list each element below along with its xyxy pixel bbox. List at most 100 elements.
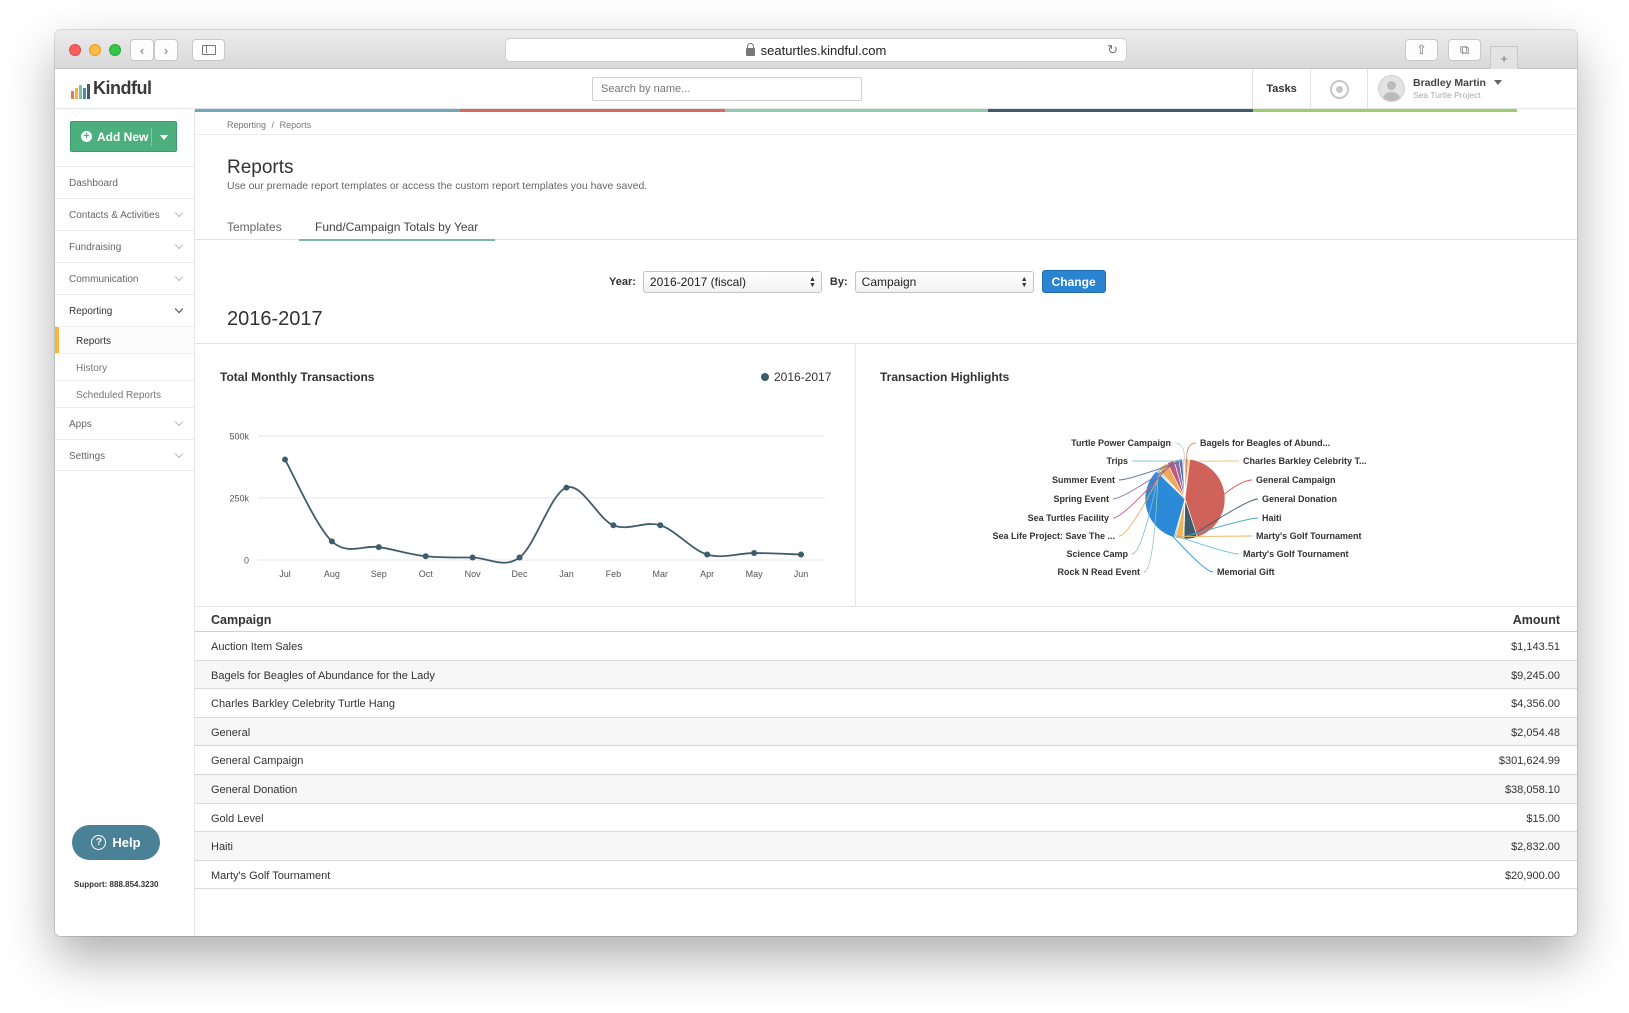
data-point[interactable] <box>282 456 288 463</box>
tabs-icon: ⧉ <box>1459 42 1470 57</box>
reload-icon[interactable]: ↻ <box>1107 42 1118 57</box>
lock-icon <box>745 43 755 56</box>
y-tick-label: 250k <box>229 494 249 504</box>
kindful-logo[interactable]: Kindful <box>71 78 152 99</box>
sidebar-subitem-label: Scheduled Reports <box>76 390 162 401</box>
data-point[interactable] <box>375 544 382 551</box>
x-tick-label: Oct <box>419 569 434 579</box>
table-row[interactable]: Marty's Golf Tournament $20,900.00 <box>195 861 1577 890</box>
stripe-segment <box>988 109 1253 112</box>
data-point[interactable] <box>704 551 711 558</box>
year-select-value: 2016-2017 (fiscal) <box>649 274 746 289</box>
question-icon: ? <box>91 835 107 850</box>
year-select[interactable]: 2016-2017 (fiscal) ▲ ▼ <box>642 270 822 293</box>
table-row[interactable]: General $2,054.48 <box>195 717 1577 747</box>
goals-button[interactable] <box>1310 69 1368 109</box>
user-name: Bradley Martin <box>1413 77 1486 89</box>
pie-chart-title: Transaction Highlights <box>880 370 1010 384</box>
page-title: Reports <box>227 157 294 178</box>
user-menu[interactable]: Bradley Martin Sea Turtle Project <box>1378 75 1502 102</box>
back-button[interactable]: ‹ <box>130 39 154 61</box>
logo-bars-icon <box>71 84 91 99</box>
page-subtitle: Use our premade report templates or acce… <box>227 180 648 192</box>
pie-label: Science Camp <box>1066 549 1128 559</box>
table-row[interactable]: General Campaign $301,624.99 <box>195 746 1577 775</box>
table-row[interactable]: Haiti $2,832.00 <box>195 832 1577 861</box>
change-button[interactable]: Change <box>1041 270 1106 293</box>
data-point[interactable] <box>563 484 570 491</box>
amount-cell: $301,624.99 <box>1498 755 1560 768</box>
tabs-overview-button[interactable]: ⧉ <box>1448 39 1481 61</box>
campaign-cell: Marty's Golf Tournament <box>211 869 331 882</box>
sidebar: + Add New Dashboard Contacts & Activitie… <box>55 109 195 936</box>
leader-line <box>1118 467 1165 537</box>
tab-templates[interactable]: Templates <box>227 220 282 234</box>
y-tick-label: 500k <box>229 432 249 442</box>
data-point[interactable] <box>422 553 429 560</box>
sidebar-item-fundraising[interactable]: Fundraising <box>55 230 194 262</box>
data-point[interactable] <box>657 522 664 529</box>
data-point[interactable] <box>751 550 758 557</box>
x-tick-label: Jan <box>559 569 574 579</box>
breadcrumb-reporting[interactable]: Reporting <box>227 120 267 130</box>
table-row[interactable]: Charles Barkley Celebrity Turtle Hang $4,… <box>195 689 1577 718</box>
table-row[interactable]: Bagels for Beagles of Abundance for the … <box>195 660 1577 690</box>
amount-cell: $9,245.00 <box>1511 669 1560 682</box>
search-input[interactable] <box>592 77 862 101</box>
pie-slice[interactable] <box>1184 458 1226 538</box>
pie-chart: Bagels for Beagles of Abund... Charles Ba… <box>992 438 1366 577</box>
share-button[interactable]: ⇧ <box>1405 39 1438 61</box>
column-campaign[interactable]: Campaign <box>211 613 272 627</box>
add-new-button[interactable]: + Add New <box>70 121 177 152</box>
sidebar-subitem-scheduled-reports[interactable]: Scheduled Reports <box>55 380 194 407</box>
new-tab-button[interactable]: + <box>1490 46 1518 69</box>
sidebar-item-reporting[interactable]: Reporting <box>55 294 194 326</box>
table-row[interactable]: Gold Level $15.00 <box>195 804 1577 833</box>
x-tick-label: Mar <box>653 569 669 579</box>
sidebar-item-dashboard[interactable]: Dashboard <box>55 166 194 198</box>
minimize-window-button[interactable] <box>89 44 101 56</box>
data-point[interactable] <box>610 522 617 529</box>
data-point[interactable] <box>798 551 804 558</box>
sidebar-item-settings[interactable]: Settings <box>55 439 194 471</box>
data-point[interactable] <box>516 554 523 561</box>
pie-label: Bagels for Beagles of Abund... <box>1200 438 1330 448</box>
by-label: By: <box>829 275 848 288</box>
chevron-down-icon <box>174 272 184 282</box>
sidebar-toggle-button[interactable] <box>192 39 225 61</box>
by-select[interactable]: Campaign ▲ ▼ <box>854 270 1034 293</box>
data-point[interactable] <box>469 554 476 561</box>
chevron-down-icon <box>174 417 184 427</box>
year-heading: 2016-2017 <box>227 308 323 330</box>
year-label: Year: <box>609 275 636 288</box>
leader-line <box>1143 472 1159 573</box>
logo-bar <box>75 88 78 99</box>
sidebar-item-communication[interactable]: Communication <box>55 262 194 294</box>
tasks-button[interactable]: Tasks <box>1252 69 1310 109</box>
caret-down-icon[interactable] <box>160 135 168 140</box>
forward-button[interactable]: › <box>154 39 178 61</box>
tab-fund-campaign-totals[interactable]: Fund/Campaign Totals by Year <box>315 220 479 234</box>
zoom-window-button[interactable] <box>109 44 121 56</box>
support-phone: Support: 888.854.3230 <box>74 880 159 889</box>
sidebar-item-label: Apps <box>69 419 92 430</box>
sidebar-subitem-reports[interactable]: Reports <box>55 326 194 354</box>
help-button[interactable]: ? Help <box>72 825 160 860</box>
chevron-right-icon: › <box>163 42 169 58</box>
sidebar-subitem-history[interactable]: History <box>55 353 194 380</box>
line-chart-legend[interactable]: 2016-2017 <box>761 370 831 384</box>
plus-circle-icon: + <box>81 131 92 142</box>
table-row[interactable]: Auction Item Sales $1,143.51 <box>195 632 1577 661</box>
leader-line <box>1147 508 1214 573</box>
address-bar[interactable]: seaturtles.kindful.com ↻ <box>505 38 1127 62</box>
sidebar-item-apps[interactable]: Apps <box>55 407 194 439</box>
data-point[interactable] <box>328 538 335 545</box>
plus-icon: + <box>1500 50 1508 66</box>
pie-label: Summer Event <box>1052 475 1115 485</box>
amount-cell: $20,900.00 <box>1504 869 1560 882</box>
sidebar-item-contacts[interactable]: Contacts & Activities <box>55 198 194 230</box>
close-window-button[interactable] <box>69 44 81 56</box>
column-amount[interactable]: Amount <box>1512 613 1560 627</box>
line-chart: 500k 250k 0 Jul Aug Sep Oct Nov Dec Jan Feb Mar Apr M… <box>229 432 825 579</box>
table-row[interactable]: General Donation $38,058.10 <box>195 774 1577 804</box>
